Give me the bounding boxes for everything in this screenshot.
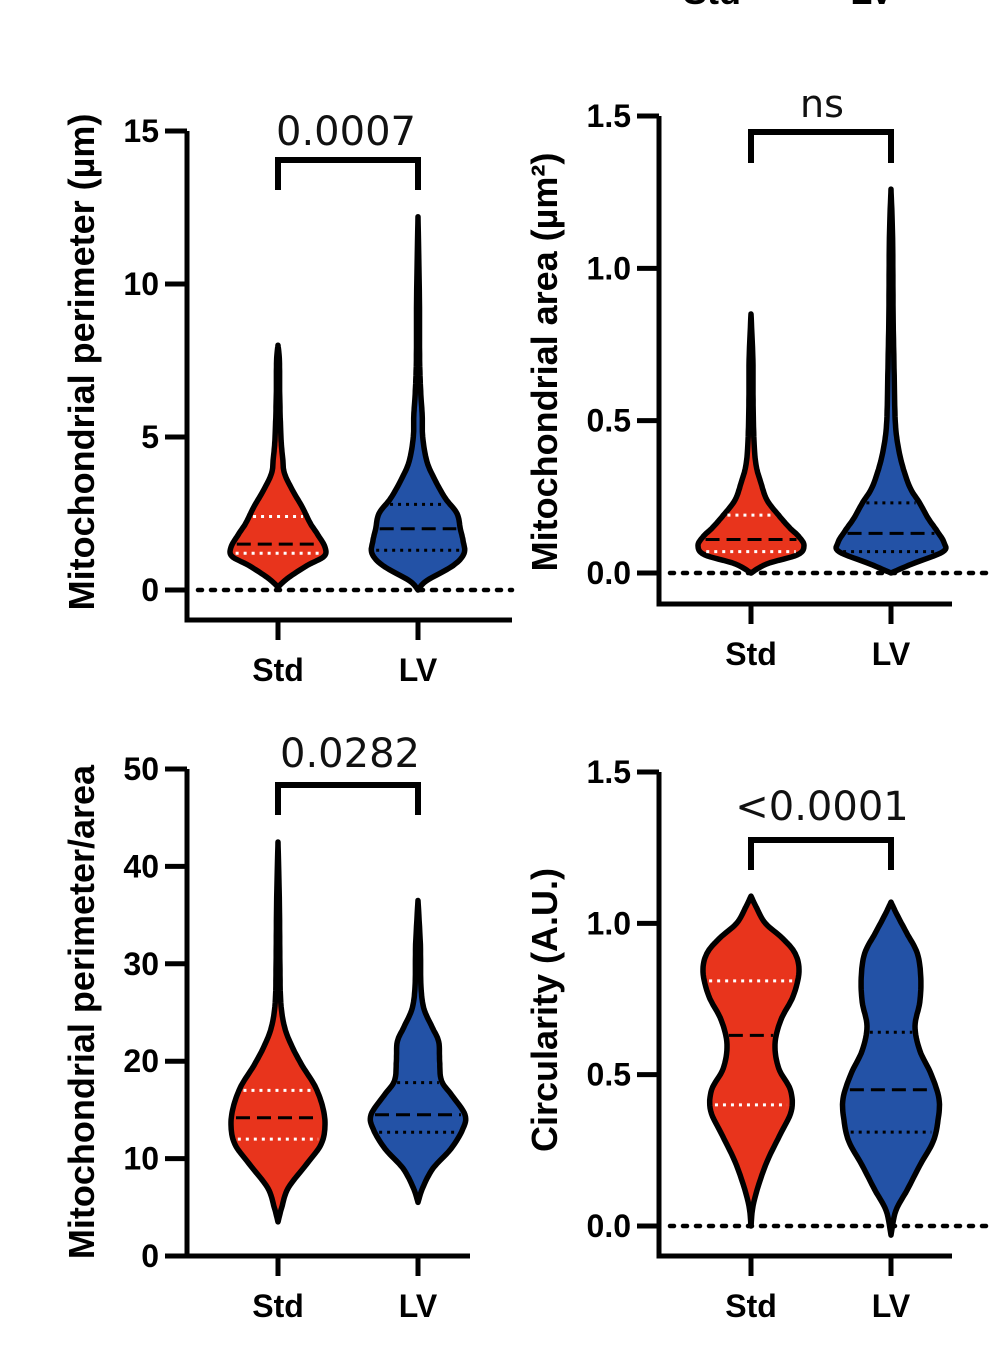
violin-std xyxy=(228,839,328,1225)
y-axis-title: Circularity (A.U.) xyxy=(524,868,565,1152)
x-tick-label-std: Std xyxy=(725,636,777,672)
violin-body xyxy=(700,893,802,1229)
y-tick-label: 20 xyxy=(123,1043,159,1079)
axes: 0 10 20 30 40 50 xyxy=(123,751,470,1276)
y-tick-label: 10 xyxy=(123,266,159,302)
significance-bracket xyxy=(748,837,894,870)
y-tick-label: 5 xyxy=(141,419,159,455)
y-tick-label: 15 xyxy=(123,113,159,149)
y-tick-label: 10 xyxy=(123,1141,159,1177)
axes: 0.0 0.5 1.0 1.5 xyxy=(587,754,952,1276)
significance-bracket xyxy=(275,157,421,190)
y-tick-label: 0.5 xyxy=(587,403,631,439)
x-tick-label-std: Std xyxy=(252,1288,304,1324)
y-tick-label: 1.5 xyxy=(587,754,631,790)
y-tick-label: 1.0 xyxy=(587,250,631,286)
violin-lv xyxy=(839,899,943,1238)
p-value-label: ns xyxy=(800,82,844,126)
violin-body xyxy=(839,899,943,1238)
p-value-label: <0.0001 xyxy=(735,784,908,830)
x-tick-label-lv: LV xyxy=(399,1288,438,1324)
violin-lv xyxy=(368,213,468,593)
axes: 0.0 0.5 1.0 1.5 xyxy=(587,98,952,624)
header-fragment-std: Std xyxy=(683,0,741,12)
x-tick-label-std: Std xyxy=(252,652,304,688)
y-tick-label: 40 xyxy=(123,848,159,884)
axes: 0 5 10 15 xyxy=(123,113,512,640)
panel-area: 0.0 0.5 1.0 1.5 Mitochondrial area (µm²) ns… xyxy=(524,82,993,672)
header-fragment-lv: LV xyxy=(850,0,893,12)
significance-bracket xyxy=(275,782,421,815)
p-value-label: 0.0282 xyxy=(280,731,420,777)
violin-std xyxy=(695,311,807,576)
x-tick-label-lv: LV xyxy=(872,1288,911,1324)
y-tick-label: 0.0 xyxy=(587,1208,631,1244)
violin-std xyxy=(700,893,802,1229)
y-axis-title: Mitochondrial perimeter (µm) xyxy=(61,114,102,611)
y-axis-title: Mitochondrial area (µm²) xyxy=(524,153,565,572)
x-tick-label-lv: LV xyxy=(872,636,911,672)
y-tick-label: 1.0 xyxy=(587,905,631,941)
violin-lv xyxy=(833,186,949,576)
p-value-label: 0.0007 xyxy=(276,109,416,155)
violin-body xyxy=(228,839,328,1225)
y-tick-label: 0 xyxy=(141,572,159,608)
panel-perimeter: 0 5 10 15 Mitochondrial perimeter (µm) 0.00… xyxy=(61,109,515,688)
violin-lv xyxy=(367,897,469,1206)
y-tick-label: 0.0 xyxy=(587,555,631,591)
violin-body xyxy=(227,342,329,590)
y-tick-label: 50 xyxy=(123,751,159,787)
violin-body xyxy=(833,186,949,576)
y-tick-label: 1.5 xyxy=(587,98,631,134)
y-axis-title: Mitochondrial perimeter/area xyxy=(61,764,102,1259)
violin-body xyxy=(368,213,468,593)
x-tick-label-std: Std xyxy=(725,1288,777,1324)
violin-body xyxy=(367,897,469,1206)
significance-bracket xyxy=(748,129,894,163)
panel-circularity: 0.00.51.01.5 Circularity (A.U.) <0.0001 … xyxy=(524,754,993,1324)
violin-std xyxy=(227,342,329,590)
x-tick-label-lv: LV xyxy=(399,652,438,688)
y-tick-label: 30 xyxy=(123,946,159,982)
header-fragment: Std LV xyxy=(683,0,894,12)
y-tick-label: 0.5 xyxy=(587,1057,631,1093)
panel-perimeter-area: 0 10 20 30 40 50 Mitochondrial perimeter/area… xyxy=(61,731,470,1324)
y-tick-label: 0 xyxy=(141,1238,159,1274)
violin-body xyxy=(695,311,807,576)
